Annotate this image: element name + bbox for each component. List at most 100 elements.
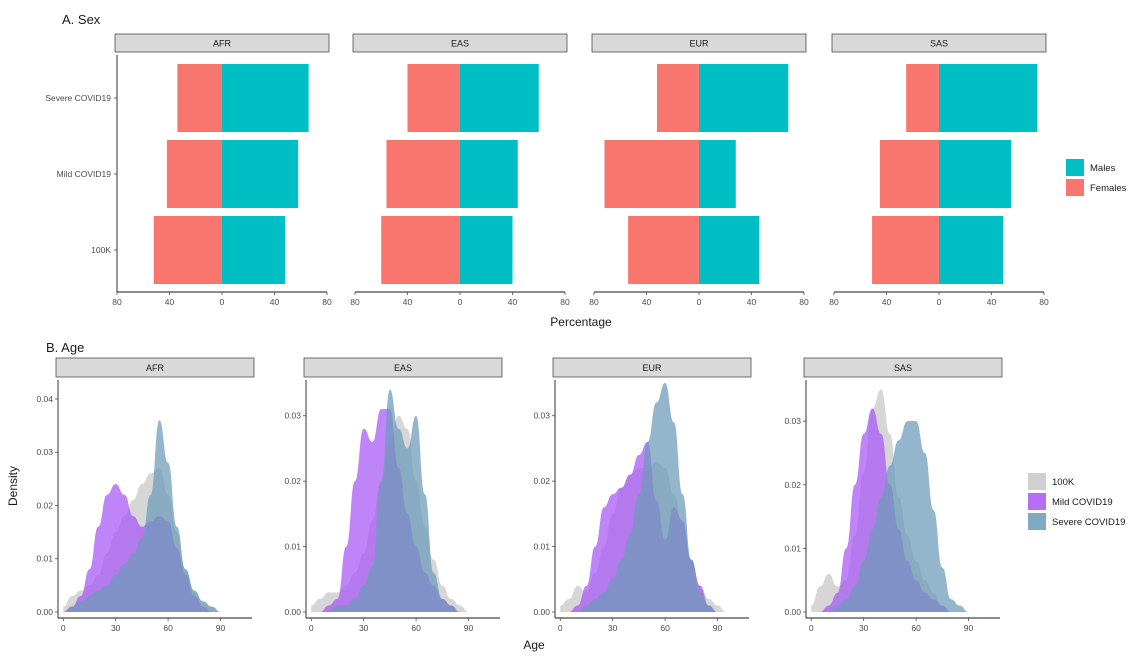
sex-bar-females-afr [166,140,222,208]
sex-strip-eur [591,33,807,53]
age-y-tick-label: 0.02 [533,476,550,486]
sex-bar-females-afr [177,64,222,132]
age-strip-label: AFR [146,363,165,373]
age-x-tick-label: 90 [713,623,723,633]
sex-x-tick-label: 0 [937,297,942,307]
age-legend-swatch-severe-covid19 [1028,513,1046,530]
age-strip-label: SAS [894,363,912,373]
sex-strip-sas [831,33,1047,53]
sex-bar-males-eur [699,64,789,132]
age-strip-label: EUR [642,363,662,373]
sex-x-tick-label: 40 [508,297,518,307]
sex-x-tick-label: 0 [458,297,463,307]
sex-bar-females-eas [407,64,460,132]
sex-bar-males-sas [939,216,1004,284]
sex-bar-males-eas [460,216,513,284]
age-legend-swatch-mild-covid19 [1028,493,1046,510]
age-x-tick-label: 0 [309,623,314,633]
sex-legend-label: Females [1090,183,1127,194]
sex-bar-females-eur [657,64,699,132]
age-y-tick-label: 0.02 [36,500,53,510]
age-y-tick-label: 0.03 [36,447,53,457]
age-legend: 100K Mild COVID19 Severe COVID19 [1028,473,1125,530]
sex-x-tick-label: 80 [112,297,122,307]
sex-y-tick-label: 100K [91,245,111,255]
sex-x-tick-label: 80 [829,297,839,307]
age-x-tick-label: 0 [809,623,814,633]
sex-strip-label: SAS [930,39,948,49]
age-y-tick-label: 0.02 [784,480,801,490]
age-strip-eas [303,357,503,378]
age-legend-label: 100K [1052,477,1075,488]
sex-legend-label: Males [1090,163,1116,174]
sex-legend-swatch-males [1066,159,1084,176]
sex-bar-females-eas [386,140,460,208]
age-legend-label: Mild COVID19 [1052,497,1113,508]
sex-bar-females-sas [872,216,939,284]
sex-facets: AFR Severe COVID19 Mild COVID19 100K 80 40 0 40… [45,33,1049,307]
sex-x-tick-label: 40 [882,297,892,307]
sex-x-tick-label: 0 [697,297,702,307]
age-y-axis-title: Density [6,466,20,506]
age-x-tick-label: 30 [859,623,869,633]
age-density-severe-covid19-afr [63,420,239,612]
age-y-tick-label: 0.00 [784,607,801,617]
sex-bar-females-eas [381,216,460,284]
sex-x-tick-label: 40 [270,297,280,307]
age-y-tick-label: 0.01 [533,542,550,552]
age-y-tick-label: 0.00 [36,607,53,617]
sex-bar-males-afr [222,64,309,132]
age-x-tick-label: 60 [911,623,921,633]
age-strip-label: EAS [394,363,412,373]
age-y-tick-label: 0.03 [533,411,550,421]
age-y-tick-label: 0.03 [284,411,301,421]
age-x-tick-label: 60 [660,623,670,633]
age-legend-label: Severe COVID19 [1052,517,1125,528]
panel-a-title: A. Sex [62,12,101,27]
sex-y-tick-label: Severe COVID19 [45,93,111,103]
sex-legend: Males Females [1066,159,1127,196]
age-density-severe-covid19-eas [311,389,487,612]
sex-x-tick-label: 40 [987,297,997,307]
age-x-tick-label: 60 [411,623,421,633]
sex-bar-females-eur [604,140,699,208]
age-x-tick-label: 90 [964,623,974,633]
sex-bar-females-eur [628,216,699,284]
sex-bar-males-eas [460,64,539,132]
age-x-tick-label: 0 [61,623,66,633]
age-y-tick-label: 0.00 [533,607,550,617]
sex-x-tick-label: 40 [403,297,413,307]
age-density-severe-covid19-eur [560,383,736,612]
sex-y-tick-label: Mild COVID19 [57,169,112,179]
sex-x-tick-label: 80 [589,297,599,307]
age-legend-swatch-100k [1028,473,1046,490]
sex-x-axis-title: Percentage [550,315,612,329]
sex-strip-label: EAS [451,39,469,49]
age-strip-eur [552,357,752,378]
age-density-severe-covid19-sas [811,421,987,612]
age-x-tick-label: 90 [464,623,474,633]
sex-strip-label: AFR [213,39,232,49]
sex-x-tick-label: 80 [322,297,332,307]
sex-bar-females-sas [879,140,939,208]
age-y-tick-label: 0.03 [784,416,801,426]
sex-bar-females-sas [906,64,939,132]
age-y-tick-label: 0.00 [284,607,301,617]
age-y-tick-label: 0.02 [284,476,301,486]
age-x-tick-label: 90 [216,623,226,633]
age-strip-sas [803,357,1003,378]
sex-bar-males-sas [939,140,1012,208]
sex-x-tick-label: 80 [560,297,570,307]
sex-bar-males-afr [222,140,299,208]
age-x-tick-label: 30 [111,623,121,633]
age-y-tick-label: 0.01 [784,543,801,553]
sex-strip-eas [352,33,568,53]
sex-x-tick-label: 40 [165,297,175,307]
age-y-tick-label: 0.01 [36,554,53,564]
age-strip-afr [55,357,255,378]
sex-x-tick-label: 0 [220,297,225,307]
sex-x-tick-label: 80 [350,297,360,307]
age-x-tick-label: 60 [163,623,173,633]
sex-x-tick-label: 80 [1039,297,1049,307]
